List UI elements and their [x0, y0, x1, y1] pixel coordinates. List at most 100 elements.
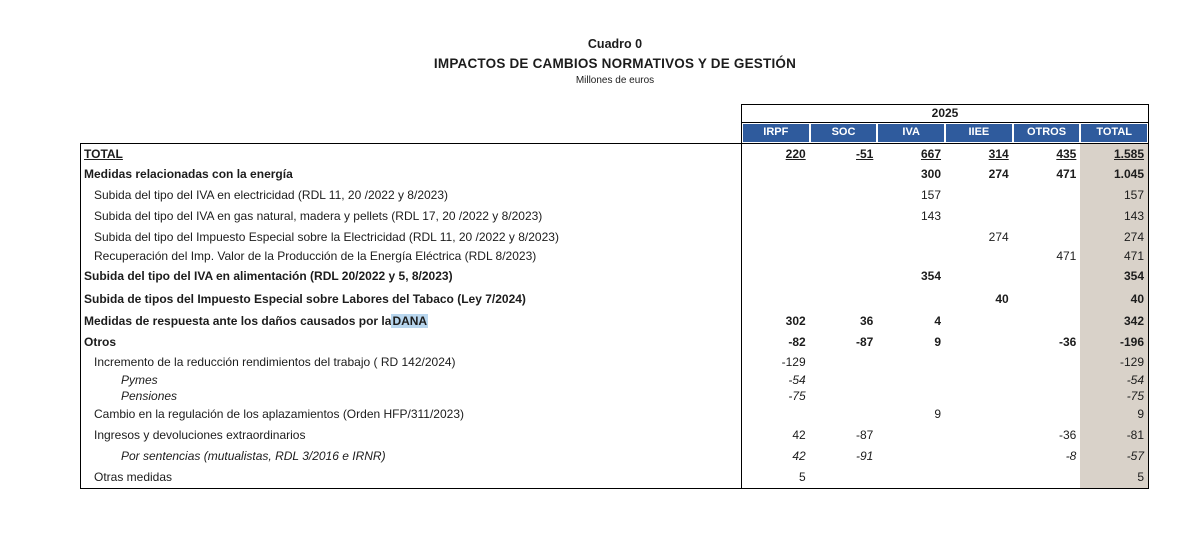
value-cell-iiee: [945, 247, 1013, 264]
value-cell-soc: [810, 247, 878, 264]
value-cell-otros: [1013, 287, 1081, 310]
value-cell-iva: [877, 372, 945, 388]
page-title: IMPACTOS DE CAMBIOS NORMATIVOS Y DE GEST…: [433, 56, 797, 71]
value-cell-irpf: [742, 205, 810, 226]
value-cell-soc: [810, 466, 878, 488]
value-cell-soc: [810, 264, 878, 287]
value-cell-total: -196: [1080, 332, 1149, 352]
value-cell-soc: [810, 404, 878, 424]
table-row: Medidas relacionadas con la energía 300 …: [81, 164, 1149, 184]
table-number: Cuadro 0: [587, 37, 643, 51]
column-header-otros: OTROS: [1012, 123, 1081, 143]
row-label: Otros: [81, 332, 742, 352]
value-cell-otros: [1013, 388, 1081, 404]
table-row: Subida de tipos del Impuesto Especial so…: [81, 287, 1149, 310]
row-label: Por sentencias (mutualistas, RDL 3/2016 …: [81, 446, 742, 466]
value-cell-iiee: [945, 446, 1013, 466]
value-cell-soc: [810, 287, 878, 310]
column-header-irpf: IRPF: [742, 123, 810, 143]
value-cell-iiee: [945, 352, 1013, 372]
value-cell-otros: [1013, 352, 1081, 372]
value-cell-iva: [877, 388, 945, 404]
column-header-soc: SOC: [809, 123, 878, 143]
value-cell-soc: -87: [856, 335, 874, 349]
value-cell-iiee: [945, 264, 1013, 287]
value-cell-iiee: 314: [988, 147, 1009, 161]
value-cell-otros: [1013, 205, 1081, 226]
table-row: Incremento de la reducción rendimientos …: [81, 352, 1149, 372]
table-row: Pymes -54 -54: [81, 372, 1149, 388]
value-cell-iiee: [945, 184, 1013, 205]
row-label: Ingresos y devoluciones extraordinarios: [81, 424, 742, 446]
value-cell-iiee: [945, 310, 1013, 332]
table-row: Pensiones -75 -75: [81, 388, 1149, 404]
value-cell-iva: 354: [920, 268, 942, 283]
value-cell-total: 274: [1080, 226, 1149, 247]
value-cell-soc: [810, 184, 878, 205]
table-row: Otros -82 -87 9 -36 -196: [81, 332, 1149, 352]
value-cell-otros: [1013, 310, 1081, 332]
value-cell-iiee: [945, 332, 1013, 352]
value-cell-soc: [810, 164, 878, 184]
row-label: Subida de tipos del Impuesto Especial so…: [81, 287, 742, 310]
row-label: Incremento de la reducción rendimientos …: [81, 352, 742, 372]
row-label: Medidas relacionadas con la energía: [81, 164, 742, 184]
table-row: Cambio en la regulación de los aplazamie…: [81, 404, 1149, 424]
row-label: TOTAL: [81, 144, 742, 164]
value-cell-iiee: 274: [988, 167, 1009, 181]
value-cell-irpf: -82: [788, 335, 806, 349]
value-cell-total: -57: [1080, 446, 1149, 466]
value-cell-soc: -91: [856, 449, 874, 463]
value-cell-otros: -36: [1059, 428, 1077, 442]
row-label: Subida del tipo del IVA en gas natural, …: [81, 205, 742, 226]
title-block: Cuadro 0 IMPACTOS DE CAMBIOS NORMATIVOS …: [0, 37, 1200, 86]
value-cell-total: -54: [1080, 372, 1149, 388]
value-cell-irpf: [742, 404, 810, 424]
table-row: Subida del tipo del IVA en gas natural, …: [81, 205, 1149, 226]
value-cell-otros: 435: [1056, 147, 1077, 161]
value-cell-iiee: 274: [988, 229, 1009, 244]
year-header: 2025: [742, 105, 1148, 123]
value-cell-otros: 471: [1056, 248, 1077, 263]
table-row: Otras medidas 5 5: [81, 466, 1149, 488]
value-cell-irpf: -54: [788, 373, 806, 387]
value-cell-otros: 471: [1056, 167, 1077, 181]
value-cell-irpf: 5: [798, 470, 806, 484]
value-cell-iva: [877, 446, 945, 466]
value-cell-irpf: [742, 164, 810, 184]
value-cell-irpf: 302: [785, 314, 806, 328]
row-label: Otras medidas: [81, 466, 742, 488]
value-cell-iiee: [945, 466, 1013, 488]
value-cell-otros: [1013, 372, 1081, 388]
table-row: Ingresos y devoluciones extraordinarios …: [81, 424, 1149, 446]
value-cell-irpf: -75: [788, 389, 806, 403]
value-cell-soc: 36: [859, 314, 874, 328]
row-label: Subida del tipo del Impuesto Especial so…: [81, 226, 742, 247]
table-row: Recuperación del Imp. Valor de la Produc…: [81, 247, 1149, 264]
row-label: Cambio en la regulación de los aplazamie…: [81, 404, 742, 424]
value-cell-soc: [810, 205, 878, 226]
row-label: Subida del tipo del IVA en electricidad …: [81, 184, 742, 205]
value-cell-iva: [877, 352, 945, 372]
table-row: Subida del tipo del Impuesto Especial so…: [81, 226, 1149, 247]
value-cell-irpf: [742, 226, 810, 247]
value-cell-total: -129: [1080, 352, 1149, 372]
value-cell-iva: 157: [920, 187, 942, 202]
value-cell-soc: -51: [856, 147, 874, 161]
value-cell-iva: [877, 287, 945, 310]
value-cell-otros: [1013, 466, 1081, 488]
table-row: Por sentencias (mutualistas, RDL 3/2016 …: [81, 446, 1149, 466]
value-cell-irpf: [742, 264, 810, 287]
column-header-iiee: IIEE: [945, 123, 1013, 143]
value-cell-soc: -87: [856, 428, 874, 442]
value-cell-iva: [877, 466, 945, 488]
value-cell-irpf: [742, 184, 810, 205]
table-row: Medidas de respuesta ante los daños caus…: [81, 310, 1149, 332]
highlighted-term: DANA: [391, 314, 429, 328]
row-label: Subida del tipo del IVA en alimentación …: [81, 264, 742, 287]
value-cell-iva: [877, 226, 945, 247]
value-cell-total: 143: [1080, 205, 1149, 226]
value-cell-irpf: 42: [792, 428, 806, 442]
value-cell-iva: 143: [920, 208, 942, 223]
